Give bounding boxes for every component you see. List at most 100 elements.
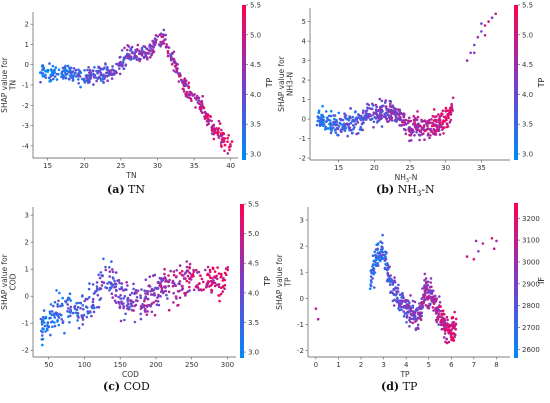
scatter-point xyxy=(438,295,441,298)
scatter-point xyxy=(64,76,68,80)
scatter-point xyxy=(364,112,368,115)
scatter-point xyxy=(64,300,67,303)
colorbar-tick-label: 3.5 xyxy=(250,121,261,129)
scatter-point xyxy=(382,115,386,119)
scatter-point xyxy=(413,119,416,122)
scatter-point xyxy=(135,296,139,299)
y-tick-label: -2 xyxy=(22,102,29,110)
x-tick-label: 20 xyxy=(80,162,89,170)
scatter-point xyxy=(71,78,75,82)
scatter-point xyxy=(432,302,436,306)
scatter-point xyxy=(148,275,152,279)
scatter-point xyxy=(220,275,223,278)
scatter-point xyxy=(74,311,78,315)
scatter-point xyxy=(177,282,180,286)
scatter-point xyxy=(132,57,135,60)
scatter-point xyxy=(438,305,442,309)
scatter-point xyxy=(380,99,384,103)
scatter-point xyxy=(415,130,418,134)
x-tick-label: 4 xyxy=(404,361,409,369)
scatter-point xyxy=(68,74,72,77)
scatter-point xyxy=(441,109,445,113)
scatter-point xyxy=(418,315,422,318)
scatter-point xyxy=(124,54,128,58)
scatter-point xyxy=(210,126,213,129)
scatter-point xyxy=(184,271,188,274)
scatter-point xyxy=(402,112,406,115)
scatter-point xyxy=(110,73,113,76)
scatter-point xyxy=(429,127,433,131)
scatter-point xyxy=(172,282,176,285)
scatter-point xyxy=(326,127,330,130)
scatter-point xyxy=(182,274,185,277)
y-tick-label: -2 xyxy=(299,155,306,163)
scatter-point xyxy=(53,75,57,78)
scatter-point xyxy=(48,77,51,80)
scatter-point xyxy=(442,119,446,123)
scatter-point xyxy=(423,293,427,297)
scatter-point xyxy=(373,250,377,254)
scatter-point xyxy=(389,102,392,106)
colorbar-tick-label: 3000 xyxy=(522,258,540,266)
scatter-point xyxy=(92,76,96,79)
scatter-point xyxy=(434,307,438,310)
scatter-point xyxy=(177,72,180,75)
scatter-point xyxy=(418,138,421,142)
x-tick-label: 30 xyxy=(441,164,450,172)
scatter-point xyxy=(81,318,85,321)
scatter-point xyxy=(95,69,98,73)
scatter-point xyxy=(365,109,369,112)
scatter-point xyxy=(99,271,103,274)
scatter-point xyxy=(147,303,150,307)
scatter-point xyxy=(381,233,384,237)
x-tick-label: 300 xyxy=(221,361,234,369)
scatter-point xyxy=(53,316,57,319)
scatter-point xyxy=(197,288,201,292)
scatter-point xyxy=(80,316,84,319)
scatter-point xyxy=(369,114,373,118)
scatter-point xyxy=(101,75,105,78)
scatter-point xyxy=(406,299,409,302)
scatter-point xyxy=(220,272,223,276)
scatter-point xyxy=(55,312,59,315)
scatter-point xyxy=(182,277,186,280)
scatter-point xyxy=(184,93,187,96)
scatter-point xyxy=(161,291,165,295)
scatter-point xyxy=(57,323,61,327)
scatter-point xyxy=(164,286,167,289)
scatter-point xyxy=(387,278,391,281)
colorbar-tick-label: 2800 xyxy=(522,302,540,310)
scatter-point xyxy=(146,56,149,60)
scatter-point xyxy=(186,269,190,273)
scatter-point xyxy=(400,308,403,312)
scatter-point xyxy=(352,127,355,131)
scatter-point xyxy=(384,255,387,259)
colorbar-tick-label: 3.0 xyxy=(522,151,533,159)
scatter-point xyxy=(393,111,396,115)
scatter-point xyxy=(95,287,99,291)
scatter-point xyxy=(149,49,152,53)
scatter-point xyxy=(318,122,322,126)
scatter-point xyxy=(384,262,387,266)
scatter-point xyxy=(437,308,441,312)
scatter-point xyxy=(477,250,480,253)
scatter-point xyxy=(156,300,160,303)
scatter-point xyxy=(194,106,197,109)
scatter-point xyxy=(404,305,408,309)
scatter-point xyxy=(450,316,454,320)
scatter-point xyxy=(408,128,412,131)
scatter-point xyxy=(437,129,441,132)
scatter-point xyxy=(108,286,112,290)
scatter-point xyxy=(125,304,129,308)
scatter-point xyxy=(139,312,142,316)
scatter-point xyxy=(364,115,368,119)
scatter-point xyxy=(414,327,418,330)
x-axis-label: TP xyxy=(399,370,410,379)
scatter-point xyxy=(417,128,420,131)
scatter-point xyxy=(358,128,362,131)
y-tick-label: -1 xyxy=(22,82,29,90)
scatter-point xyxy=(40,72,44,75)
scatter-point xyxy=(139,317,143,321)
scatter-point xyxy=(429,134,432,137)
scatter-point xyxy=(68,292,72,296)
